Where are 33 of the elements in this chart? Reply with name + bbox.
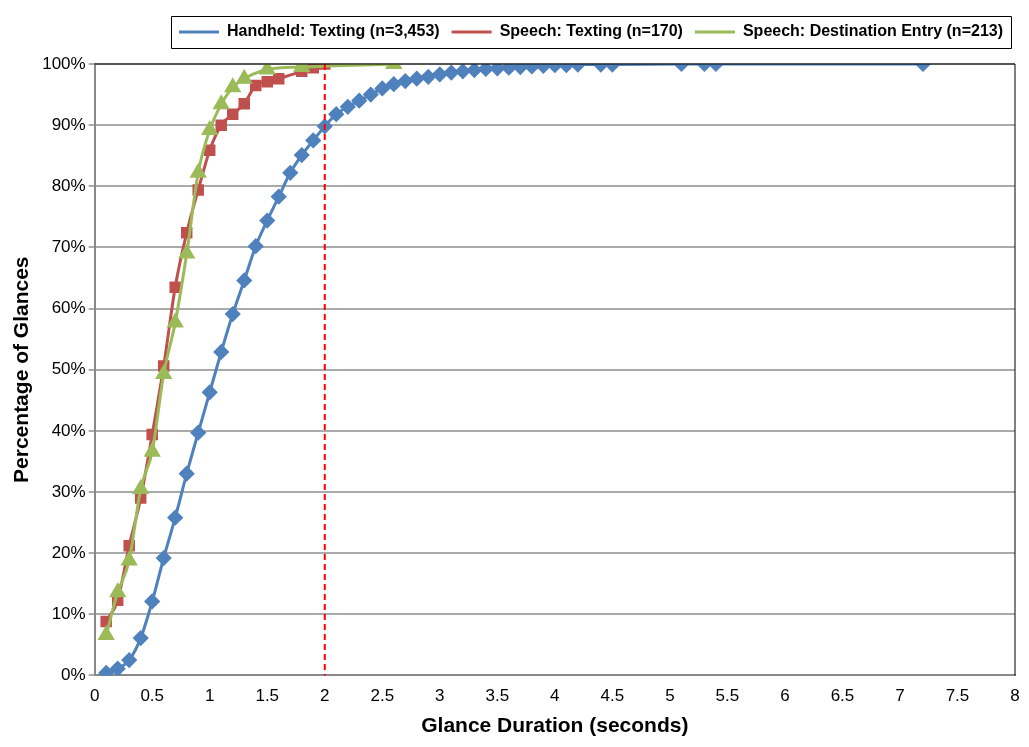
x-tick-label: 6.5	[830, 686, 855, 706]
x-tick-label: 6	[780, 686, 790, 706]
x-tick-label: 1.5	[255, 686, 280, 706]
legend-label: Speech: Texting (n=170)	[499, 22, 683, 40]
x-tick-label: 7.5	[945, 686, 970, 706]
x-axis-title: Glance Duration (seconds)	[421, 713, 689, 737]
x-tick-label: 4.5	[600, 686, 625, 706]
y-tick-label: 30%	[51, 481, 86, 501]
x-tick-label: 1	[204, 686, 215, 706]
legend-label: Handheld: Texting (n=3,453)	[227, 22, 440, 40]
x-tick-label: 0.5	[140, 686, 165, 706]
x-tick-label: 4	[550, 686, 560, 706]
y-tick-label: 60%	[51, 298, 86, 318]
x-tick-label: 2	[320, 686, 330, 706]
y-tick-label: 100%	[42, 53, 86, 73]
x-tick-label: 3	[435, 686, 445, 706]
y-axis-title: Percentage of Glances	[9, 256, 33, 483]
x-tick-label: 5.5	[715, 686, 740, 706]
x-tick-label: 2.5	[370, 686, 395, 706]
y-tick-label: 0%	[61, 665, 86, 685]
x-tick-label: 8	[1010, 686, 1020, 706]
y-tick-label: 70%	[51, 237, 86, 257]
y-tick-label: 10%	[51, 603, 86, 623]
y-tick-label: 50%	[51, 359, 86, 379]
y-tick-label: 40%	[51, 420, 86, 440]
x-tick-label: 0	[89, 686, 100, 706]
y-tick-label: 90%	[51, 114, 86, 134]
x-tick-label: 7	[895, 686, 905, 706]
x-tick-label: 5	[665, 686, 675, 706]
x-tick-label: 3.5	[485, 686, 510, 706]
y-tick-label: 20%	[51, 542, 86, 562]
legend-label: Speech: Destination Entry (n=213)	[742, 22, 1003, 40]
y-tick-label: 80%	[51, 175, 86, 195]
